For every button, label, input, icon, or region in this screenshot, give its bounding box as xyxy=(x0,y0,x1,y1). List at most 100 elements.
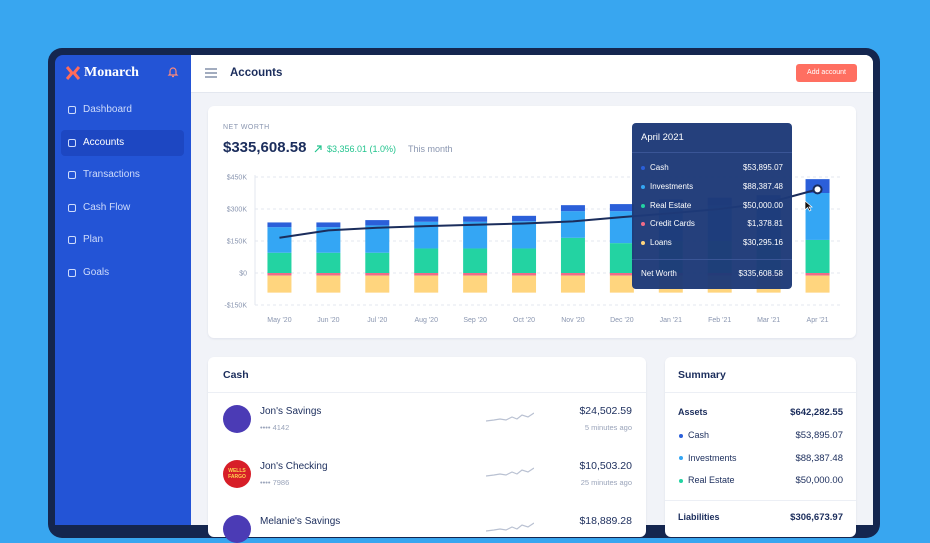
bar-segment xyxy=(463,216,488,222)
nav-icon xyxy=(68,138,76,147)
tooltip-total-label: Net Worth xyxy=(641,269,677,278)
bar-segment xyxy=(365,275,390,293)
asset-value: $50,000.00 xyxy=(795,475,843,487)
bar-segment xyxy=(609,273,634,276)
tooltip-dot xyxy=(641,241,645,246)
nav-icon xyxy=(68,236,76,245)
nav-icon xyxy=(68,171,76,180)
tooltip-divider xyxy=(632,259,792,260)
cash-title: Cash xyxy=(223,369,249,381)
bar-segment xyxy=(365,273,390,276)
tooltip-title: April 2021 xyxy=(641,132,684,143)
tooltip xyxy=(632,123,792,289)
bar-segment xyxy=(267,227,292,253)
x-tick-label: Sep '20 xyxy=(463,317,487,324)
account-name[interactable]: Jon's Savings xyxy=(260,406,322,417)
bar-segment xyxy=(512,221,537,249)
account-updated: 25 minutes ago xyxy=(580,478,632,487)
summary-card xyxy=(665,357,856,537)
divider xyxy=(208,392,646,393)
nav-item[interactable]: Goals xyxy=(61,260,184,286)
nav-icon xyxy=(68,106,76,114)
menu-icon[interactable] xyxy=(205,68,217,78)
divider xyxy=(665,392,856,393)
bar-segment xyxy=(805,239,830,273)
bar-segment xyxy=(267,252,292,273)
net-worth-change: $3,356.01 (1.0%) xyxy=(327,144,397,154)
notifications-icon[interactable] xyxy=(167,66,179,78)
bar-segment xyxy=(414,275,439,293)
bar-segment xyxy=(560,205,585,212)
bar-segment xyxy=(609,275,634,293)
liabilities-label: Liabilities xyxy=(678,512,720,522)
bar-segment xyxy=(316,222,341,228)
y-tick-label: $150K xyxy=(227,239,248,246)
header-bar xyxy=(191,55,873,93)
tooltip-label: Loans xyxy=(650,238,672,248)
x-tick-label: Mar '21 xyxy=(757,317,780,324)
account-logo: WELLS FARGO xyxy=(223,460,251,488)
y-tick-label: $300K xyxy=(227,207,248,214)
nav-item[interactable]: Accounts xyxy=(61,129,184,156)
account-balance: $24,502.59 xyxy=(579,405,632,417)
nav-item[interactable]: Cash Flow xyxy=(61,195,184,221)
bar-segment xyxy=(414,216,439,222)
x-tick-label: May '20 xyxy=(267,317,291,324)
bar-segment xyxy=(463,275,488,293)
asset-dot xyxy=(679,478,683,483)
page-title: Accounts xyxy=(230,67,283,79)
account-updated: 5 minutes ago xyxy=(584,423,632,432)
bar-segment xyxy=(805,193,830,240)
bar-segment xyxy=(316,275,341,293)
bar-segment xyxy=(560,275,585,293)
tooltip-label: Cash xyxy=(650,163,669,172)
bar-segment xyxy=(463,221,488,249)
asset-value: $88,387.48 xyxy=(795,452,843,464)
account-mask: •••• 7986 xyxy=(260,478,290,487)
asset-label: Cash xyxy=(688,430,710,440)
x-tick-label: Aug '20 xyxy=(414,317,438,324)
bar-segment xyxy=(512,275,537,293)
bar-segment xyxy=(560,237,585,273)
add-account-button[interactable]: Add account xyxy=(796,64,857,82)
bar-segment xyxy=(267,273,292,276)
tooltip-label: Real Estate xyxy=(650,200,692,210)
bar-segment xyxy=(414,273,439,276)
tooltip-dot xyxy=(641,203,645,208)
liabilities-value: $306,673.97 xyxy=(790,512,843,523)
account-name[interactable]: Melanie's Savings xyxy=(260,516,341,527)
tooltip-label: Credit Cards xyxy=(650,219,695,229)
bar-segment xyxy=(267,275,292,293)
asset-value: $53,895.07 xyxy=(795,430,843,441)
x-tick-label: Feb '21 xyxy=(708,317,731,324)
nav-label: Accounts xyxy=(83,136,125,148)
assets-label: Assets xyxy=(678,407,708,417)
tooltip-dot xyxy=(641,222,645,227)
sidebar xyxy=(55,55,191,525)
sparkline xyxy=(486,522,534,532)
y-tick-label: $0 xyxy=(239,271,247,278)
asset-label: Investments xyxy=(688,452,737,463)
tooltip-value: $1,378.81 xyxy=(747,219,783,229)
nav-item[interactable]: Transactions xyxy=(61,162,184,188)
sparkline xyxy=(486,467,534,477)
up-arrow xyxy=(314,145,322,153)
tooltip-value: $50,000.00 xyxy=(742,200,783,210)
nav-icon xyxy=(68,203,76,212)
bar-segment xyxy=(365,220,390,226)
bar-segment xyxy=(365,252,390,273)
nav-label: Dashboard xyxy=(83,104,132,115)
account-name[interactable]: Jon's Checking xyxy=(260,461,328,472)
bar-segment xyxy=(463,248,488,273)
nav-item[interactable]: Plan xyxy=(61,227,184,253)
asset-dot xyxy=(679,433,683,438)
tooltip-value: $53,895.07 xyxy=(742,163,783,172)
bar-segment xyxy=(560,273,585,276)
bar-segment xyxy=(805,275,830,293)
bar-segment xyxy=(463,273,488,276)
assets-value: $642,282.55 xyxy=(790,407,843,418)
bar-segment xyxy=(316,252,341,273)
tooltip-divider xyxy=(632,152,792,153)
account-balance: $10,503.20 xyxy=(579,460,632,472)
nav-item[interactable]: Dashboard xyxy=(61,97,184,123)
